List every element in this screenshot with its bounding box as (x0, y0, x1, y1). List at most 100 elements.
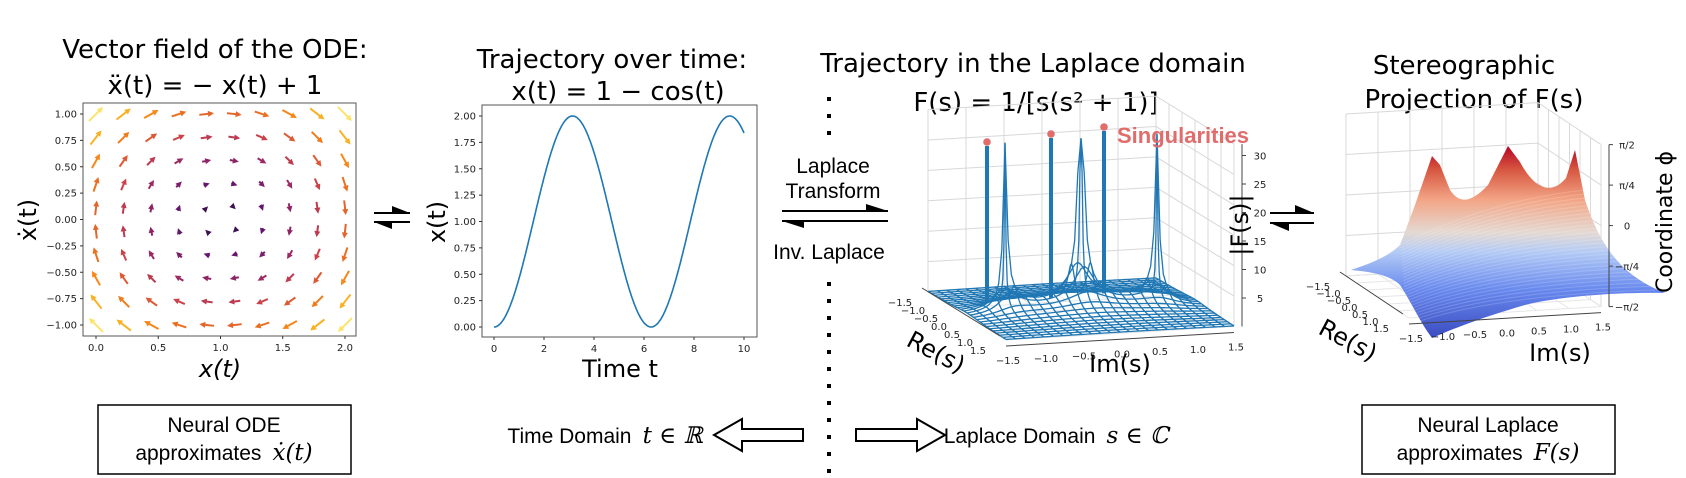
svg-text:0.5: 0.5 (1152, 347, 1168, 358)
svg-text:1.5: 1.5 (970, 346, 986, 357)
svg-text:1.5: 1.5 (275, 343, 291, 354)
trajectory-equation: x(t) = 1 − cos(t) (511, 77, 724, 107)
trajectory-title: Trajectory over time: (476, 45, 747, 75)
svg-text:0.00: 0.00 (55, 215, 77, 226)
svg-text:−π/4: −π/4 (1615, 262, 1639, 273)
svg-text:1.0: 1.0 (213, 343, 229, 354)
svg-text:−0.5: −0.5 (914, 314, 938, 325)
svg-text:2.00: 2.00 (454, 112, 476, 123)
svg-text:5: 5 (1257, 294, 1263, 305)
svg-text:4: 4 (591, 344, 597, 355)
svg-text:1.5: 1.5 (1228, 343, 1244, 354)
laplace-transform-arrows: Laplace Transform Inv. Laplace (773, 155, 888, 264)
time-domain-text: Time Domain t ∈ ℝ (507, 423, 704, 449)
svg-text:−1.5: −1.5 (888, 298, 912, 309)
laplace-3d-axes: −1.5−1.0−0.50.00.51.01.5−1.5 −1.0 −0.5 0.0 0… (888, 144, 1267, 367)
svg-text:2.0: 2.0 (337, 343, 353, 354)
svg-text:0.0: 0.0 (1114, 349, 1130, 360)
laplace-surface-panel: Trajectory in the Laplace domain F(s) = … (819, 49, 1266, 379)
neural-laplace-box: Neural Laplace approximates F(s) (1361, 404, 1616, 475)
stereo-3d-axes: −1.5−1.0−0.50.00.51.01.5−1.5 −1.0 −0.5 0.0 0… (1306, 141, 1639, 345)
domain-divider (827, 97, 831, 473)
stereo-z-label: Coordinate ϕ (1653, 151, 1678, 293)
trajectory-line (493, 115, 745, 328)
time-domain-label: Time Domain t ∈ ℝ (507, 423, 704, 449)
svg-text:−1.0: −1.0 (901, 306, 925, 317)
svg-text:1.50: 1.50 (454, 164, 476, 175)
ode-equation: ẍ(t) = − x(t) + 1 (108, 71, 323, 101)
svg-text:0.50: 0.50 (454, 270, 476, 281)
stereographic-title-1: Stereographic (1373, 51, 1555, 81)
neural-laplace-label: Neural Laplace (1417, 414, 1558, 437)
svg-text:−1.0: −1.0 (1431, 332, 1455, 343)
laplace-transform-label-1: Laplace (796, 155, 870, 178)
svg-text:π/2: π/2 (1619, 141, 1635, 152)
svg-text:−1.0: −1.0 (1034, 354, 1058, 365)
svg-text:−0.5: −0.5 (1463, 330, 1487, 341)
svg-text:0.5: 0.5 (150, 343, 166, 354)
vector-field-title: Vector field of the ODE: (62, 35, 367, 65)
svg-text:1.75: 1.75 (454, 138, 476, 149)
svg-text:0.50: 0.50 (55, 162, 77, 173)
equilibrium-arrow-1 (374, 206, 410, 229)
svg-text:1.0: 1.0 (1563, 325, 1579, 336)
singularities-label: Singularities (1117, 123, 1249, 148)
stereographic-panel: Stereographic Projection of F(s) −1.5−1.… (1306, 51, 1678, 367)
svg-text:0.5: 0.5 (1352, 310, 1368, 321)
svg-text:15: 15 (1254, 237, 1267, 248)
svg-text:1.5: 1.5 (1595, 323, 1611, 334)
svg-text:−1.5: −1.5 (1399, 334, 1423, 345)
svg-text:0.0: 0.0 (1499, 328, 1515, 339)
laplace-transform-label-2: Transform (786, 180, 881, 203)
svg-text:20: 20 (1254, 209, 1267, 220)
svg-text:0: 0 (491, 344, 497, 355)
laplace-mesh-surface (927, 123, 1235, 341)
laplace-domain-label: Laplace Domain s ∈ ℂ (944, 423, 1171, 449)
svg-text:8: 8 (691, 344, 697, 355)
svg-text:0.25: 0.25 (55, 189, 77, 200)
svg-text:10: 10 (738, 344, 751, 355)
laplace-z-label: |F(s)| (1226, 194, 1254, 255)
svg-text:0.5: 0.5 (1531, 326, 1547, 337)
svg-text:−1.00: −1.00 (46, 321, 77, 332)
svg-text:30: 30 (1254, 152, 1267, 163)
svg-text:1.0: 1.0 (1363, 317, 1379, 328)
quiver-arrows (88, 106, 353, 333)
neural-ode-subtitle: approximates ẋ(t) (135, 440, 312, 466)
svg-text:−0.25: −0.25 (46, 241, 77, 252)
svg-text:0.00: 0.00 (454, 323, 476, 334)
svg-text:0: 0 (1624, 222, 1630, 233)
trajectory-yticks: 2.00 1.75 1.50 1.25 1.00 0.75 0.50 0.25 0.00 (454, 112, 482, 334)
svg-text:−1.0: −1.0 (1316, 289, 1340, 300)
svg-text:1.0: 1.0 (1190, 345, 1206, 356)
svg-text:0.75: 0.75 (454, 243, 476, 254)
svg-text:1.00: 1.00 (55, 110, 77, 121)
neural-ode-label: Neural ODE (167, 414, 280, 437)
svg-text:0.5: 0.5 (944, 330, 960, 341)
svg-text:0.25: 0.25 (454, 296, 476, 307)
vector-field-panel: Vector field of the ODE: ẍ(t) = − x(t) +… (14, 35, 368, 383)
laplace-domain-text: Laplace Domain s ∈ ℂ (944, 423, 1171, 449)
stereo-surface (1351, 146, 1665, 338)
laplace-title: Trajectory in the Laplace domain (819, 49, 1246, 79)
svg-text:π/4: π/4 (1619, 181, 1635, 192)
svg-text:1.00: 1.00 (454, 217, 476, 228)
neural-ode-box: Neural ODE approximates ẋ(t) (97, 404, 352, 475)
laplace-im-label: Im(s) (1089, 350, 1151, 378)
vector-field-axes (82, 102, 357, 337)
inverse-laplace-label: Inv. Laplace (773, 241, 885, 264)
trajectory-panel: Trajectory over time: x(t) = 1 − cos(t) … (423, 45, 758, 383)
svg-text:2: 2 (541, 344, 547, 355)
laplace-domain-arrow (855, 417, 948, 453)
svg-text:−1.5: −1.5 (996, 356, 1020, 367)
trajectory-xticks: 0 2 4 6 8 10 (491, 337, 751, 355)
vector-field-xticks: 0.0 0.5 1.0 1.5 2.0 (88, 336, 353, 354)
trajectory-axes (481, 104, 758, 338)
trajectory-ylabel: x(t) (423, 201, 451, 243)
svg-text:25: 25 (1254, 180, 1267, 191)
svg-text:0.75: 0.75 (55, 136, 77, 147)
vector-field-ylabel: ẋ(t) (14, 199, 42, 241)
svg-text:1.5: 1.5 (1373, 324, 1389, 335)
vector-field-yticks: 1.00 0.75 0.50 0.25 0.00 −0.25 −0.50 −0.75 −1.00 (46, 110, 83, 332)
